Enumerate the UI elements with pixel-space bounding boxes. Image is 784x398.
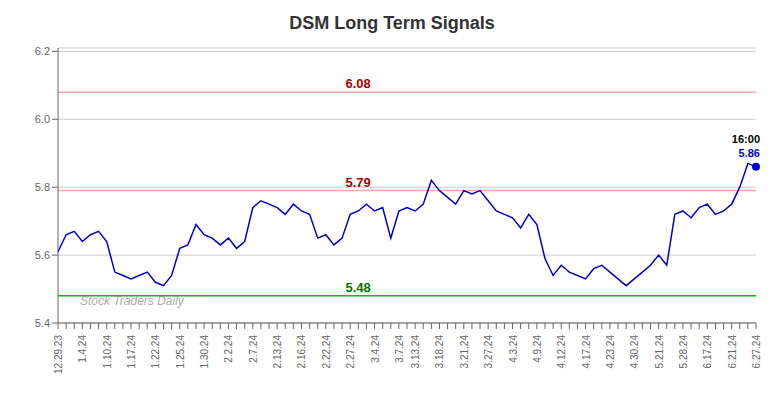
html-text:DSM Long Term Signals: DSM Long Term Signals [289, 13, 495, 33]
svg-text:5.79: 5.79 [345, 175, 370, 190]
svg-text:3.7.24: 3.7.24 [394, 335, 405, 363]
svg-text:2.13.24: 2.13.24 [272, 335, 283, 369]
svg-text:4.3.24: 4.3.24 [508, 335, 519, 363]
svg-text:4.30.24: 4.30.24 [629, 335, 640, 369]
svg-text:12.29.23: 12.29.23 [53, 335, 64, 374]
svg-text:3.21.24: 3.21.24 [459, 335, 470, 369]
svg-text:5.6: 5.6 [35, 249, 50, 261]
svg-text:4.12.24: 4.12.24 [556, 335, 567, 369]
svg-text:1.22.24: 1.22.24 [150, 335, 161, 369]
svg-text:6.17.24: 6.17.24 [702, 335, 713, 369]
svg-text:5.4: 5.4 [35, 317, 50, 329]
svg-text:1.30.24: 1.30.24 [199, 335, 210, 369]
svg-text:1.4.24: 1.4.24 [77, 335, 88, 363]
svg-text:5.48: 5.48 [345, 280, 370, 295]
svg-text:4.9.24: 4.9.24 [532, 335, 543, 363]
svg-text:4.23.24: 4.23.24 [605, 335, 616, 369]
svg-text:6.27.24: 6.27.24 [751, 335, 762, 369]
svg-text:2.16.24: 2.16.24 [296, 335, 307, 369]
svg-text:6.2: 6.2 [35, 45, 50, 57]
svg-text:3.18.24: 3.18.24 [434, 335, 445, 369]
svg-text:3.13.24: 3.13.24 [410, 335, 421, 369]
svg-text:2.7.24: 2.7.24 [248, 335, 259, 363]
svg-text:4.17.24: 4.17.24 [581, 335, 592, 369]
svg-text:2.27.24: 2.27.24 [345, 335, 356, 369]
svg-text:5.86: 5.86 [739, 147, 760, 159]
svg-text:6.21.24: 6.21.24 [727, 335, 738, 369]
svg-text:5.28.24: 5.28.24 [678, 335, 689, 369]
svg-text:16:00: 16:00 [732, 133, 760, 145]
svg-text:1.25.24: 1.25.24 [175, 335, 186, 369]
svg-text:5.21.24: 5.21.24 [654, 335, 665, 369]
svg-text:6.0: 6.0 [35, 113, 50, 125]
svg-text:2.22.24: 2.22.24 [321, 335, 332, 369]
svg-text:1.10.24: 1.10.24 [102, 335, 113, 369]
svg-text:3.4.24: 3.4.24 [370, 335, 381, 363]
svg-text:3.27.24: 3.27.24 [483, 335, 494, 369]
svg-text:1.17.24: 1.17.24 [126, 335, 137, 369]
svg-text:5.8: 5.8 [35, 181, 50, 193]
svg-text:2.2.24: 2.2.24 [223, 335, 234, 363]
html-text:Stock Traders Daily: Stock Traders Daily [80, 294, 184, 308]
svg-text:6.08: 6.08 [345, 76, 370, 91]
